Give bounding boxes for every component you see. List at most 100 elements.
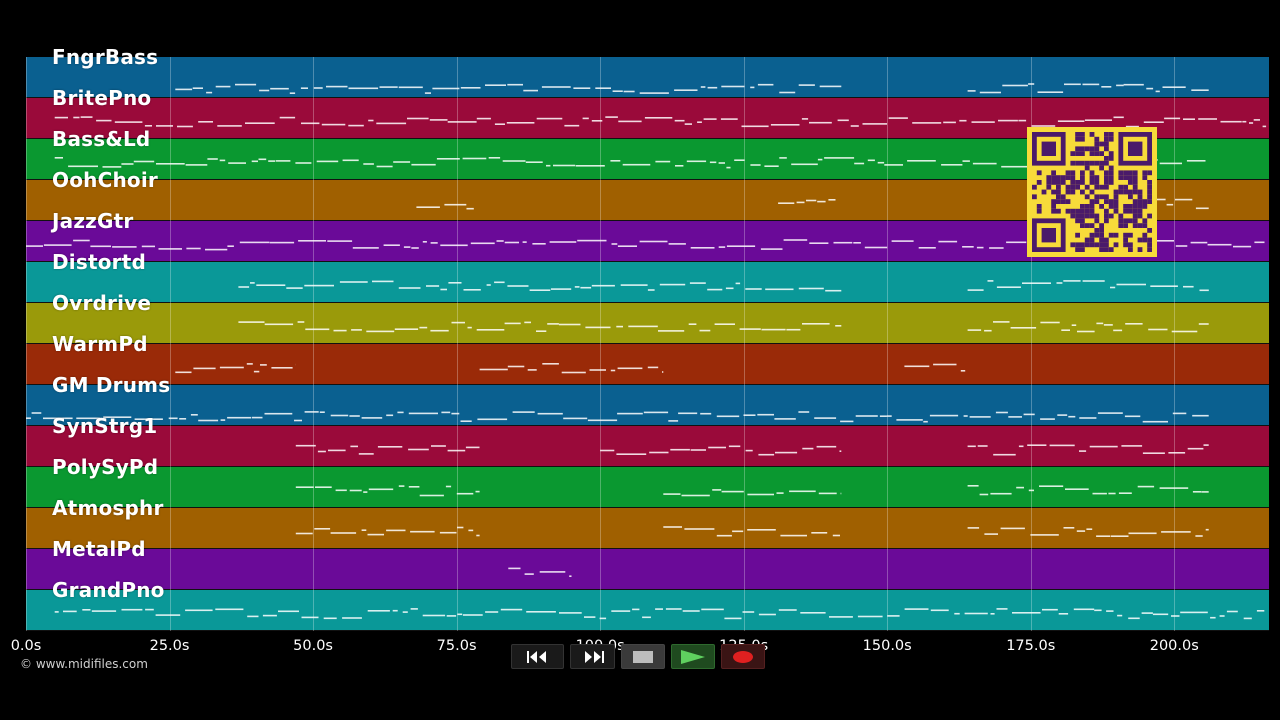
track-label: Ovrdrive	[52, 291, 152, 315]
note	[507, 365, 525, 368]
note	[1172, 412, 1187, 415]
note	[707, 288, 723, 291]
track-label: JazzGtr	[52, 209, 134, 233]
note	[465, 446, 480, 449]
note	[681, 494, 710, 497]
note	[644, 117, 673, 119]
note	[215, 608, 244, 611]
note	[1220, 120, 1242, 123]
note	[789, 490, 816, 493]
note	[1137, 485, 1155, 488]
stop-button[interactable]	[621, 644, 665, 669]
note	[1159, 162, 1182, 165]
note	[333, 329, 347, 332]
note	[617, 412, 643, 415]
note	[330, 532, 357, 534]
note	[198, 121, 213, 123]
rewind-icon	[526, 650, 546, 663]
note	[348, 124, 364, 127]
note	[904, 608, 929, 610]
note	[383, 244, 400, 246]
note	[264, 323, 294, 326]
note-track	[295, 526, 1209, 537]
note	[141, 245, 155, 248]
fast-forward-button[interactable]	[570, 644, 615, 669]
note	[1207, 243, 1232, 246]
note	[278, 610, 299, 613]
note	[451, 321, 465, 324]
note	[718, 246, 726, 248]
note	[524, 573, 534, 575]
note	[675, 165, 684, 167]
note	[1124, 415, 1141, 418]
note	[798, 84, 815, 86]
note	[622, 163, 651, 166]
note	[185, 609, 213, 612]
note	[780, 534, 807, 537]
note	[121, 608, 143, 611]
qr-code[interactable]	[1027, 127, 1157, 257]
note	[1008, 416, 1022, 418]
note	[617, 245, 637, 247]
track-lane	[26, 344, 1269, 385]
note	[1195, 535, 1203, 537]
note	[1023, 413, 1035, 416]
track-lane	[26, 303, 1269, 344]
note	[537, 412, 563, 415]
note	[923, 420, 928, 423]
note	[990, 492, 1012, 495]
track-label: WarmPd	[52, 332, 148, 356]
note	[500, 608, 523, 611]
note	[1057, 414, 1068, 416]
note	[91, 610, 117, 612]
note	[526, 611, 556, 613]
note-track	[175, 83, 1209, 94]
note	[512, 411, 535, 413]
note	[295, 444, 316, 447]
note	[466, 207, 474, 210]
note	[326, 85, 348, 88]
note	[616, 325, 623, 328]
note	[850, 125, 859, 127]
note	[663, 526, 682, 528]
note	[298, 240, 326, 242]
note	[376, 165, 393, 168]
note	[864, 246, 888, 249]
note	[1118, 492, 1132, 494]
note	[824, 157, 855, 159]
note	[256, 284, 286, 286]
note	[828, 199, 836, 201]
note	[623, 90, 635, 93]
note	[1150, 240, 1174, 242]
note	[177, 125, 193, 128]
note-track	[54, 116, 1267, 128]
note	[647, 366, 659, 369]
rewind-button[interactable]	[511, 644, 564, 669]
note	[716, 415, 740, 418]
note	[156, 163, 185, 165]
note	[628, 325, 658, 328]
time-tick-label: 175.0s	[1006, 638, 1056, 654]
note	[253, 370, 260, 373]
note	[674, 119, 685, 122]
note	[550, 288, 572, 290]
note	[818, 492, 837, 495]
note	[959, 119, 967, 122]
note	[1077, 330, 1095, 333]
note	[1164, 117, 1181, 120]
note	[1006, 241, 1027, 244]
record-button[interactable]	[721, 644, 765, 669]
note	[463, 289, 481, 291]
play-button[interactable]	[671, 644, 715, 669]
note	[610, 369, 616, 372]
note	[1243, 617, 1252, 620]
note	[954, 612, 960, 615]
note	[444, 203, 467, 206]
note	[1226, 610, 1238, 613]
note	[1203, 444, 1209, 446]
note	[839, 450, 842, 452]
copyright-text: © www.midifiles.com	[20, 657, 148, 671]
note	[720, 118, 738, 120]
note	[1128, 617, 1140, 620]
note	[707, 86, 718, 89]
